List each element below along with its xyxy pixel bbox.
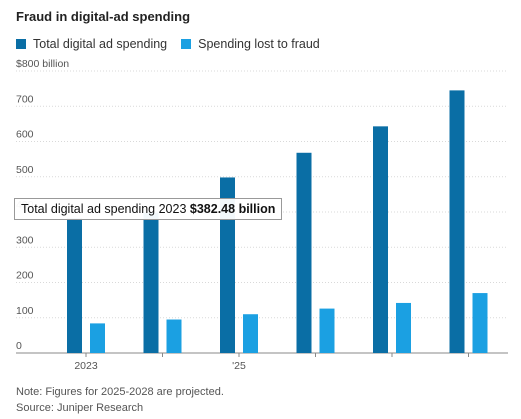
bar-total-2028 <box>449 90 465 353</box>
y-tick-label-500: 500 <box>16 164 34 176</box>
bar-fraud-2023 <box>90 323 105 353</box>
legend-item-fraud: Spending lost to fraud <box>181 37 320 51</box>
chart-title: Fraud in digital-ad spending <box>16 9 191 24</box>
bar-fraud-2028 <box>472 293 488 353</box>
footnote: Note: Figures for 2025-2028 are projecte… <box>16 386 224 398</box>
chart-legend: Total digital ad spending Spending lost … <box>16 37 334 51</box>
legend-label-fraud: Spending lost to fraud <box>198 37 320 51</box>
bar-total-2027 <box>373 126 388 353</box>
bar-total-2023 <box>67 218 82 353</box>
y-tick-label-0: 0 <box>16 340 22 352</box>
x-tick-label-2: '25 <box>232 360 246 372</box>
bar-fraud-2026 <box>319 308 335 353</box>
bar-total-2026 <box>296 152 312 353</box>
y-tick-label-100: 100 <box>16 305 34 317</box>
hover-tooltip: Total digital ad spending 2023 $382.48 b… <box>14 198 283 220</box>
legend-label-total: Total digital ad spending <box>33 37 168 51</box>
y-tick-label-200: 200 <box>16 270 34 282</box>
legend-swatch-fraud <box>181 39 192 49</box>
tooltip-year: 2023 <box>158 202 187 216</box>
bar-fraud-2024 <box>166 319 182 353</box>
bar-fraud-2027 <box>396 302 411 353</box>
bar-total-2024 <box>143 212 159 353</box>
tooltip-series: Total digital ad spending <box>21 202 156 216</box>
bar-fraud-25 <box>243 314 258 353</box>
legend-item-total: Total digital ad spending <box>16 37 167 51</box>
y-tick-label-600: 600 <box>16 129 34 141</box>
bar-total-25 <box>220 177 235 353</box>
x-tick-label-0: 2023 <box>74 360 98 372</box>
tooltip-value: $382.48 billion <box>189 202 276 216</box>
y-tick-label-700: 700 <box>16 93 34 105</box>
source-note: Source: Juniper Research <box>16 402 144 414</box>
y-tick-label-800: $800 billion <box>16 58 69 70</box>
y-tick-label-300: 300 <box>16 234 34 246</box>
legend-swatch-total <box>16 39 26 49</box>
